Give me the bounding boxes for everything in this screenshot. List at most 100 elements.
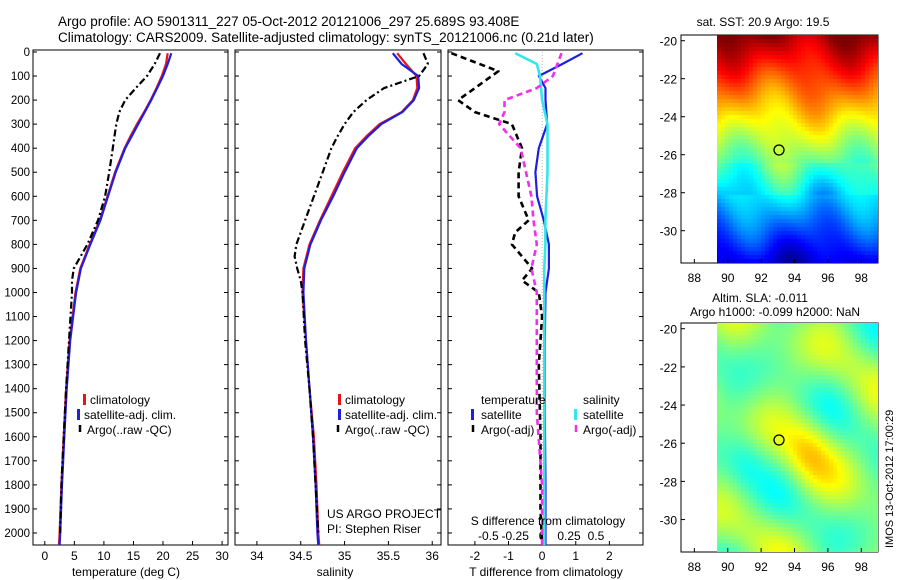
sla-cell	[757, 467, 762, 472]
sla-cell	[717, 347, 722, 352]
sst-cell	[753, 199, 758, 204]
sla-cell	[793, 535, 798, 540]
sla-cell	[733, 439, 738, 444]
sla-cell	[829, 435, 834, 440]
sla-cell	[777, 451, 782, 456]
sla-cell	[817, 543, 822, 548]
sla-cell	[737, 347, 742, 352]
sst-cell	[841, 35, 846, 40]
sst-cell	[769, 99, 774, 104]
sst-cell	[809, 207, 814, 212]
sst-cell	[749, 223, 754, 228]
sst-cell	[777, 255, 782, 260]
sst-cell	[857, 231, 862, 236]
sst-cell	[845, 203, 850, 208]
sst-cell	[789, 39, 794, 44]
sst-cell	[813, 175, 818, 180]
sla-cell	[817, 451, 822, 456]
sla-cell	[809, 491, 814, 496]
sla-cell	[841, 483, 846, 488]
sst-cell	[833, 183, 838, 188]
sla-cell	[849, 507, 854, 512]
sst-cell	[841, 91, 846, 96]
sst-cell	[797, 239, 802, 244]
sla-cell	[825, 403, 830, 408]
sst-cell	[797, 195, 802, 200]
sla-cell	[769, 363, 774, 368]
sla-cell	[865, 511, 870, 516]
sla-cell	[845, 359, 850, 364]
sla-cell	[753, 415, 758, 420]
sla-cell	[825, 335, 830, 340]
sla-cell	[729, 427, 734, 432]
sla-cell	[721, 335, 726, 340]
sst-cell	[741, 151, 746, 156]
sst-cell	[833, 99, 838, 104]
sla-cell	[777, 491, 782, 496]
sla-cell	[729, 539, 734, 544]
sla-cell	[745, 515, 750, 520]
sla-cell	[761, 455, 766, 460]
sst-cell	[789, 71, 794, 76]
sst-cell	[809, 183, 814, 188]
sla-cell	[773, 507, 778, 512]
legend-salinity: climatology satellite-adj. clim. Argo(..…	[336, 393, 437, 437]
sst-cell	[777, 107, 782, 112]
sla-cell	[857, 351, 862, 356]
sst-cell	[749, 87, 754, 92]
sst-cell	[865, 163, 870, 168]
sla-cell	[813, 403, 818, 408]
sla-cell	[781, 423, 786, 428]
sla-cell	[873, 423, 878, 428]
sst-cell	[861, 179, 866, 184]
sst-cell	[777, 51, 782, 56]
sst-cell	[777, 59, 782, 64]
sla-cell	[873, 387, 878, 392]
sla-cell	[721, 459, 726, 464]
sla-cell	[733, 463, 738, 468]
sla-cell	[745, 351, 750, 356]
sst-cell	[809, 67, 814, 72]
sla-cell	[841, 363, 846, 368]
sla-cell	[809, 551, 814, 552]
sla-cell	[841, 359, 846, 364]
sla-cell	[729, 431, 734, 436]
sla-cell	[741, 387, 746, 392]
sla-cell	[749, 511, 754, 516]
sla-cell	[717, 371, 722, 376]
sla-cell	[837, 423, 842, 428]
sla-cell	[793, 355, 798, 360]
sla-cell	[829, 331, 834, 336]
sst-cell	[717, 243, 722, 248]
sst-cell	[741, 119, 746, 124]
sst-cell	[785, 151, 790, 156]
sla-cell	[761, 375, 766, 380]
sla-cell	[773, 335, 778, 340]
sst-cell	[801, 155, 806, 160]
sst-cell	[829, 255, 834, 260]
sla-cell	[729, 443, 734, 448]
sla-cell	[737, 387, 742, 392]
sla-cell	[793, 331, 798, 336]
sla-cell	[717, 515, 722, 520]
sla-cell	[729, 499, 734, 504]
sla-cell	[717, 455, 722, 460]
sst-cell	[845, 51, 850, 56]
sla-cell	[781, 499, 786, 504]
sst-cell	[793, 39, 798, 44]
sla-cell	[753, 343, 758, 348]
sst-cell	[861, 91, 866, 96]
sla-cell	[793, 407, 798, 412]
sla-cell	[865, 499, 870, 504]
sla-cell	[737, 463, 742, 468]
sst-cell	[737, 107, 742, 112]
sla-cell	[813, 511, 818, 516]
sst-cell	[857, 115, 862, 120]
sst-cell	[725, 183, 730, 188]
sla-cell	[801, 479, 806, 484]
sst-cell	[777, 171, 782, 176]
sst-cell	[717, 171, 722, 176]
sla-cell	[721, 347, 726, 352]
sst-cell	[801, 79, 806, 84]
sla-cell	[849, 375, 854, 380]
